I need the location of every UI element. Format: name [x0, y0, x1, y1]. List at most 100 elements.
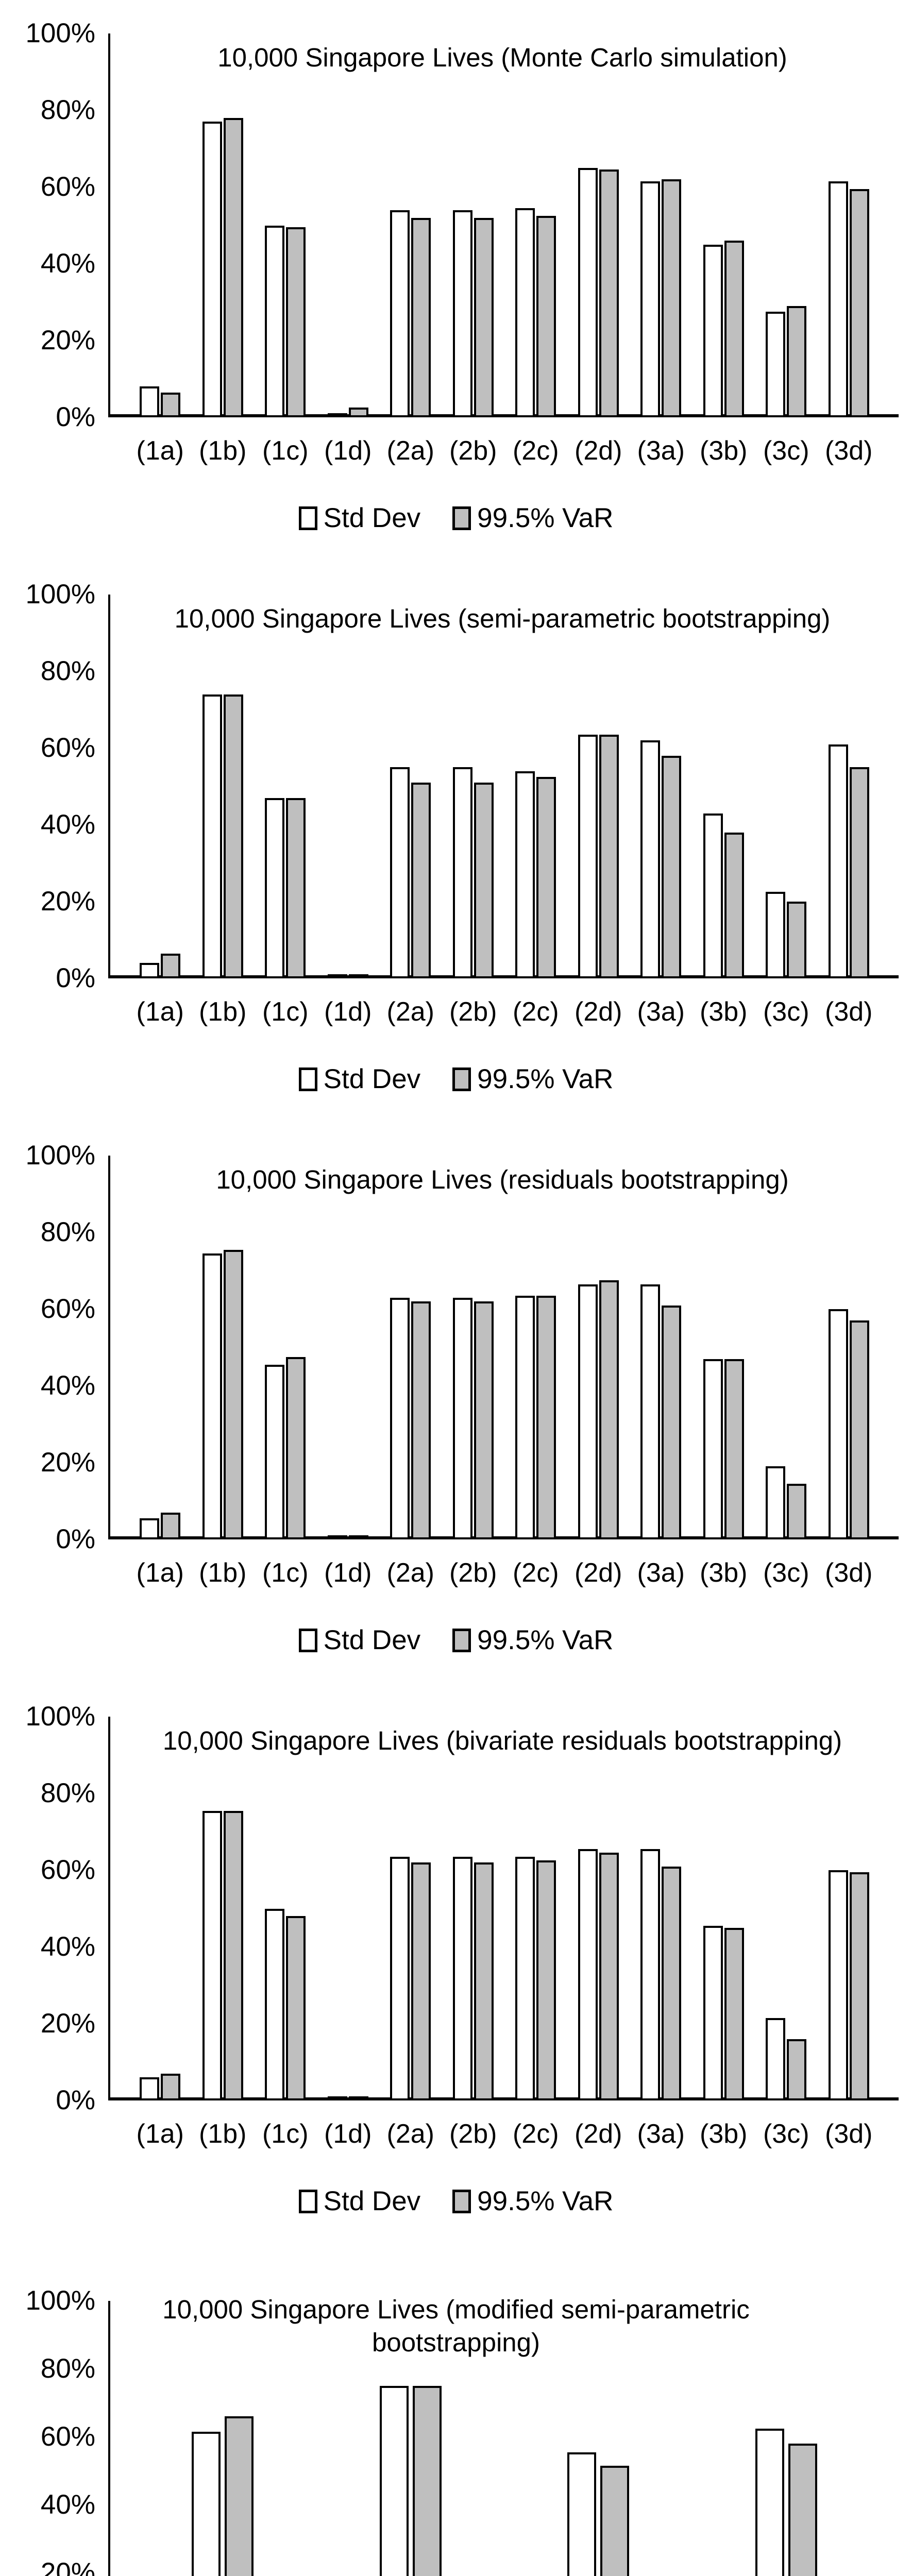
bar-std-dev: [327, 413, 347, 417]
bar-group: [317, 974, 380, 978]
bar-995-var: [662, 1305, 682, 1539]
legend-item-var: 99.5% VaR: [452, 1624, 613, 1656]
chart-semi-parametric-bootstrapping: 100% 80% 60% 40% 20% 0% 10,000 Singapore Live…: [0, 561, 912, 1122]
bar-std-dev: [578, 734, 598, 978]
var-swatch-icon: [452, 1628, 471, 1652]
x-axis-tick-label: (2a): [386, 2119, 434, 2149]
std-dev-swatch-icon: [298, 2189, 317, 2213]
bar-group: [630, 179, 693, 417]
bar-std-dev: [452, 767, 472, 978]
x-axis-tick-label: (1d): [324, 997, 372, 1027]
x-axis-tick-label: (2c): [512, 2119, 559, 2149]
x-axis-tick-label: (1a): [136, 997, 184, 1027]
bar-995-var: [849, 767, 869, 978]
bar-std-dev: [567, 2452, 597, 2576]
y-axis-tick-label: 20%: [40, 2557, 95, 2576]
bar-group: [129, 953, 192, 978]
bar-995-var: [724, 1359, 744, 1539]
bar-std-dev: [578, 167, 598, 417]
bar-995-var: [286, 227, 306, 417]
legend-label-std-dev: Std Dev: [323, 503, 421, 533]
bar-995-var: [662, 1866, 682, 2100]
bar-group: [818, 1870, 881, 2100]
bar-group: [129, 2073, 192, 2100]
bar-std-dev: [766, 1466, 786, 1539]
bar-995-var: [536, 1860, 556, 2100]
x-axis-tick-label: (2b): [449, 436, 497, 466]
legend-label-var: 99.5% VaR: [477, 1064, 614, 1094]
y-axis-tick-label: 60%: [40, 172, 95, 202]
bar-995-var: [223, 694, 243, 978]
x-axis-labels: (1a) (1b) (1c) (1d) (2a) (2b) (2c) (2d) (3a) (3b)…: [110, 435, 899, 466]
bar-995-var: [286, 1916, 306, 2100]
plot-area: [108, 1717, 899, 2100]
x-axis-tick-label: (1b): [199, 1558, 247, 1588]
legend-item-std-dev: Std Dev: [298, 1624, 420, 1656]
chart-title: 10,000 Singapore Lives (bivariate residu…: [162, 1726, 842, 1755]
legend: Std Dev 99.5% VaR: [0, 1624, 912, 1656]
x-axis-tick-label: (1a): [136, 1558, 184, 1588]
bar-995-var: [223, 1810, 243, 2100]
chart-title: 10,000 Singapore Lives (Monte Carlo simu…: [217, 43, 787, 72]
bar-995-var: [724, 832, 744, 978]
bar-group: [693, 1926, 755, 2100]
bar-std-dev: [766, 312, 786, 417]
bar-995-var: [849, 1320, 869, 1539]
bar-group: [129, 386, 192, 417]
bar-995-var: [724, 241, 744, 417]
bar-995-var: [787, 1483, 807, 1539]
legend: Std Dev 99.5% VaR: [0, 2185, 912, 2217]
bar-group: [504, 1295, 567, 1539]
bar-std-dev: [390, 767, 410, 978]
bar-std-dev: [140, 386, 160, 417]
bar-995-var: [662, 179, 682, 417]
bar-995-var: [788, 2444, 817, 2576]
x-axis-tick-label: (2b): [449, 1558, 497, 1588]
x-axis-tick-label: (1d): [324, 436, 372, 466]
y-axis-tick-label: 100%: [25, 1140, 95, 1171]
y-axis-tick-label: 60%: [40, 1855, 95, 1885]
bar-std-dev: [192, 2432, 221, 2576]
x-axis-tick-label: (1d): [324, 2119, 372, 2149]
bar-std-dev: [202, 122, 222, 417]
bar-std-dev: [578, 1284, 598, 1539]
std-dev-swatch-icon: [298, 1628, 317, 1652]
bar-995-var: [348, 2096, 368, 2100]
x-axis-labels: (1a) (1b) (1c) (1d) (2a) (2b) (2c) (2d) (3a) (3b)…: [110, 996, 899, 1027]
x-axis-tick-label: (2d): [575, 1558, 622, 1588]
bar-995-var: [411, 1301, 431, 1539]
bar-995-var: [348, 974, 368, 978]
bar-std-dev: [265, 798, 285, 978]
y-axis-tick-label: 80%: [40, 1217, 95, 1247]
bar-std-dev: [515, 1295, 535, 1539]
plot-area: [108, 2301, 899, 2576]
bar-995-var: [724, 1927, 744, 2100]
y-axis-tick-label: 0%: [56, 2085, 95, 2115]
x-axis-tick-label: (3a): [637, 436, 685, 466]
bar-std-dev: [390, 1856, 410, 2100]
bar-std-dev: [828, 181, 848, 417]
bar-group: [567, 1280, 630, 1539]
bar-group: [630, 1284, 693, 1539]
bar-series-container: [110, 1156, 899, 1539]
chart-residuals-bootstrapping: 100% 80% 60% 40% 20% 0% 10,000 Singapore Live…: [0, 1122, 912, 1683]
bar-995-var: [662, 755, 682, 978]
x-axis-tick-label: (1a): [136, 436, 184, 466]
bar-group: [317, 2096, 380, 2100]
bar-group: [442, 1297, 505, 1539]
bar-std-dev: [390, 1297, 410, 1539]
bar-995-var: [849, 1872, 869, 2100]
bar-std-dev: [327, 2096, 347, 2100]
x-axis-tick-label: (3c): [763, 997, 809, 1027]
bar-series-container: [110, 595, 899, 978]
legend-label-var: 99.5% VaR: [477, 1625, 614, 1655]
plot-area: [108, 595, 899, 978]
bar-std-dev: [766, 2018, 786, 2100]
bar-std-dev: [327, 1535, 347, 1539]
bar-group: [818, 181, 881, 417]
x-axis-labels: (1a) (1b) (1c) (1d) (2a) (2b) (2c) (2d) (3a) (3b)…: [110, 1557, 899, 1588]
bar-std-dev: [515, 771, 535, 978]
bar-995-var: [599, 1853, 619, 2100]
bar-group: [192, 1249, 255, 1539]
bar-995-var: [536, 776, 556, 978]
